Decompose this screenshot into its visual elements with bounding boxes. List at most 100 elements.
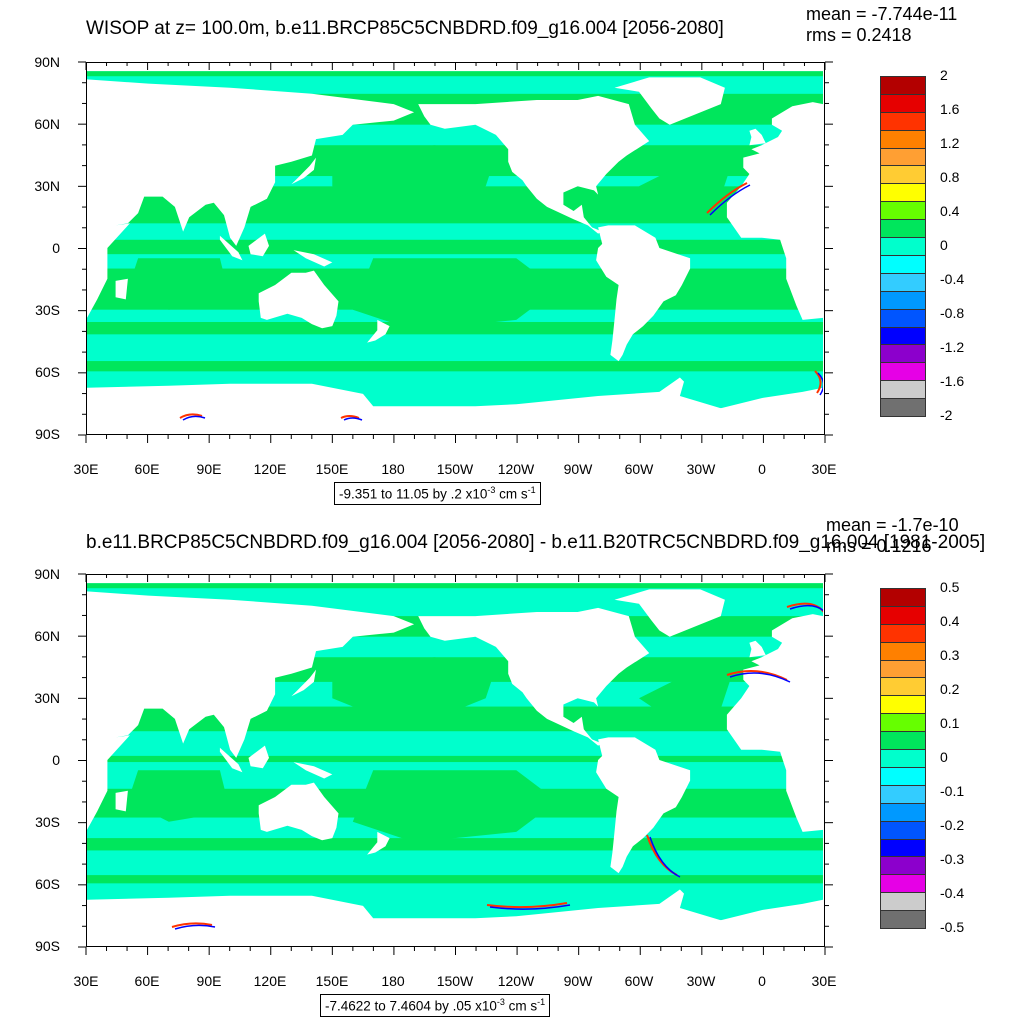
ocean-band <box>87 239 823 255</box>
colorbar-cell <box>880 219 926 239</box>
colorbar-cell <box>880 290 926 310</box>
lat-label: 30S <box>35 814 60 830</box>
colorbar-cell <box>880 183 926 203</box>
pacific-patch <box>332 657 496 719</box>
range-units-exponent: -1 <box>527 485 536 495</box>
lat-label: 0 <box>52 240 60 256</box>
pacific-patch <box>332 145 496 207</box>
anomaly-streak <box>182 415 206 421</box>
colorbar <box>880 588 926 929</box>
colorbar-cell <box>880 129 926 149</box>
mean-stat: mean = -1.7e-10 <box>826 515 959 535</box>
land-eurasia_africa <box>87 591 415 832</box>
indian-patch <box>127 770 231 822</box>
lon-label: 150E <box>315 973 349 989</box>
land-eurasia_africa <box>87 79 415 320</box>
colorbar-cell <box>880 165 926 185</box>
lon-label: 90E <box>196 973 222 989</box>
contour-range-box: -9.351 to 11.05 by .2 x10-3 cm s-1 <box>334 482 541 505</box>
land-new_guinea <box>293 250 333 267</box>
colorbar-cell <box>880 677 926 697</box>
map-panel-top: WISOP at z= 100.0m, b.e11.BRCP85C5CNBDRD… <box>34 4 965 505</box>
colorbar-cell <box>880 802 926 822</box>
land-madagascar <box>115 790 128 812</box>
colorbar-label: -1.2 <box>940 339 965 355</box>
lon-label: 90E <box>196 461 222 477</box>
lat-label: 30N <box>34 690 60 706</box>
ocean-field-map <box>87 575 823 945</box>
colorbar-label: 0.8 <box>940 169 960 185</box>
lon-label: 30W <box>686 461 716 477</box>
land-south_america <box>596 737 691 874</box>
rms-stat: rms = 0.2418 <box>806 25 912 45</box>
lon-label: 180 <box>381 973 405 989</box>
lon-label: 60E <box>134 461 160 477</box>
colorbar-cell <box>880 326 926 346</box>
range-text: -9.351 to 11.05 by .2 x10 <box>339 486 488 502</box>
colorbar-cell <box>880 308 926 328</box>
arctic-band <box>87 71 823 77</box>
anomaly-streak <box>817 372 823 396</box>
range-units: cm s <box>495 486 528 502</box>
colorbar-label: 0 <box>940 237 948 253</box>
land-greenland <box>614 589 725 637</box>
anomaly-streak <box>174 924 216 930</box>
lat-label: 60N <box>34 628 60 644</box>
lat-label: 30N <box>34 178 60 194</box>
colorbar-cell <box>880 605 926 625</box>
colorbar-cell <box>880 93 926 113</box>
range-units-exponent: -1 <box>537 997 546 1007</box>
colorbar-label: 0.4 <box>940 613 960 629</box>
rms-stat: rms = 0.1216 <box>826 536 932 556</box>
anomaly-streak <box>706 182 748 214</box>
colorbar-cell <box>880 910 926 929</box>
anomaly-streak <box>179 413 203 419</box>
land-japan <box>291 157 316 185</box>
colorbar-cell <box>880 380 926 400</box>
indian-patch <box>127 258 231 310</box>
colorbar-label: -0.5 <box>940 919 965 935</box>
anomaly-streak <box>343 417 363 421</box>
colorbar-label: -0.4 <box>940 885 965 901</box>
land-greenland <box>614 77 725 125</box>
colorbar-cell <box>880 201 926 221</box>
colorbar-cell <box>880 856 926 876</box>
colorbar-cell <box>880 713 926 733</box>
panel-title: WISOP at z= 100.0m, b.e11.BRCP85C5CNBDRD… <box>86 18 724 39</box>
land-eurasia_africa-west <box>726 591 823 832</box>
range-text: -7.4622 to 7.4604 by .05 x10 <box>325 998 497 1014</box>
map-plot <box>86 574 825 947</box>
colorbar-cell <box>880 766 926 786</box>
lon-label: 0 <box>758 461 766 477</box>
land-new_zealand <box>367 319 390 343</box>
colorbar-label: 1.6 <box>940 101 960 117</box>
colorbar-cell <box>880 76 926 95</box>
map-panel-bottom: b.e11.BRCP85C5CNBDRD.f09_g16.004 [2056-2… <box>0 512 1024 1024</box>
land-new_zealand <box>367 831 390 855</box>
colorbar-label: -0.1 <box>940 783 965 799</box>
colorbar-cell <box>880 784 926 804</box>
lon-label: 150W <box>436 461 474 477</box>
colorbar-label: 1.2 <box>940 135 960 151</box>
colorbar-cell <box>880 731 926 751</box>
lon-label: 60W <box>624 461 654 477</box>
land-australia <box>258 270 339 329</box>
anomaly-streak <box>486 902 568 909</box>
colorbar-label: 0 <box>940 749 948 765</box>
colorbar-label: -2 <box>940 407 953 423</box>
land-sumatra <box>219 235 243 261</box>
ocean-band <box>87 361 823 372</box>
mean-stat: mean = -7.744e-11 <box>806 4 958 24</box>
anomaly-streak <box>789 604 823 612</box>
lon-label: 120W <box>497 973 535 989</box>
land-eurasia_africa-west <box>726 79 823 320</box>
colorbar-cell <box>880 237 926 256</box>
colorbar-label: 0.3 <box>940 647 960 663</box>
colorbar-cell <box>880 147 926 167</box>
lat-label: 60N <box>34 116 60 132</box>
lon-label: 150W <box>436 973 474 989</box>
lon-label: 60E <box>134 973 160 989</box>
lon-label: 30E <box>73 973 99 989</box>
anomaly-streak <box>729 672 791 683</box>
lat-label: 60S <box>35 876 60 892</box>
